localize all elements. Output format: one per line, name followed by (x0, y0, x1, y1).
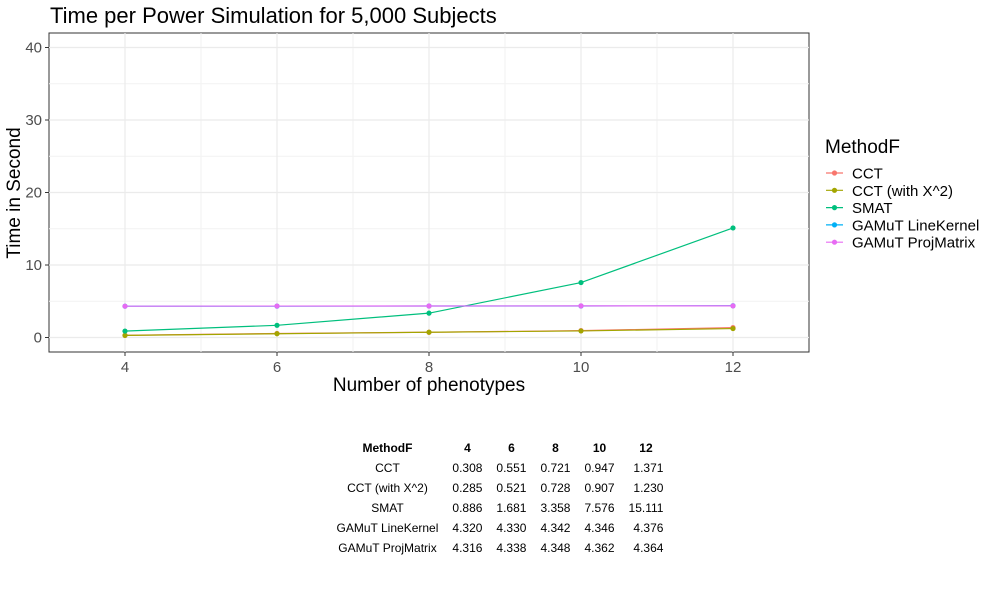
table-header-8: 8 (552, 441, 559, 455)
legend-item: GAMuT ProjMatrix (826, 235, 976, 252)
legend-key-point (831, 187, 838, 193)
table-cell: 4.330 (496, 521, 527, 535)
legend-title: MethodF (825, 137, 900, 158)
x-tick-label: 6 (273, 359, 281, 376)
data-point (274, 322, 280, 328)
table-cell: 0.947 (584, 461, 615, 475)
x-axis-ticks: 4 6 8 10 12 (121, 352, 742, 376)
table-cell: CCT (375, 461, 400, 475)
data-point (122, 332, 128, 339)
table-header-10: 10 (592, 441, 607, 455)
x-axis-title: Number of phenotypes (333, 375, 525, 396)
data-point (730, 225, 736, 231)
major-gridlines (49, 33, 809, 352)
table-cell: 0.728 (540, 481, 571, 495)
table-header-6: 6 (508, 441, 515, 455)
data-point (426, 310, 432, 316)
table-cell: 4.316 (452, 541, 483, 555)
table-cell: 1.230 (633, 481, 664, 495)
y-tick-label: 40 (25, 40, 42, 57)
table-cell: 0.907 (584, 481, 615, 495)
legend-label: SMAT (852, 200, 893, 217)
data-point (122, 303, 128, 309)
y-axis-title: Time in Second (4, 127, 25, 258)
data-point (122, 328, 128, 334)
table-cell: 1.681 (496, 501, 527, 515)
y-tick-label: 30 (25, 112, 42, 129)
table-cell: 15.111 (628, 501, 664, 515)
legend-label: GAMuT LineKernel (852, 217, 979, 234)
table-cell: 0.308 (452, 461, 483, 475)
legend-item: CCT (with X^2) (826, 183, 953, 200)
table-header-row: MethodF 4 6 8 10 12 (330, 438, 671, 458)
table-cell: 4.376 (633, 521, 664, 535)
series-1 (122, 325, 736, 339)
data-point (426, 329, 432, 335)
table-cell: 0.886 (452, 501, 483, 515)
summary-table: MethodF 4 6 8 10 12 CCT 0.308 0.551 0.72… (330, 438, 671, 558)
table-cell: 0.551 (496, 461, 527, 475)
table-cell: 4.342 (540, 521, 571, 535)
legend-label: CCT (with X^2) (852, 183, 953, 200)
legend-label: CCT (852, 166, 883, 183)
legend-label: GAMuT ProjMatrix (852, 235, 976, 252)
data-point (730, 303, 736, 309)
table-cell: 4.364 (633, 541, 664, 555)
y-tick-label: 10 (25, 257, 42, 274)
table-header-12: 12 (639, 441, 653, 455)
table-cell: 4.362 (584, 541, 615, 555)
legend-item: GAMuT LineKernel (826, 217, 979, 234)
table-cell: 4.348 (540, 541, 571, 555)
legend-item: CCT (826, 166, 883, 183)
data-point (578, 328, 584, 334)
x-tick-label: 12 (725, 359, 742, 376)
table-cell: 1.371 (633, 461, 664, 475)
table-row: GAMuT LineKernel 4.320 4.330 4.342 4.346… (330, 518, 671, 538)
table-header-4: 4 (464, 441, 471, 455)
table-row: CCT (with X^2) 0.285 0.521 0.728 0.907 1… (330, 478, 671, 498)
table-cell: 0.721 (540, 461, 571, 475)
table-row: CCT 0.308 0.551 0.721 0.947 1.371 (330, 458, 671, 478)
table-cell: 4.320 (452, 521, 483, 535)
series-layer (122, 225, 736, 339)
table-header-method: MethodF (362, 441, 413, 455)
table-cell: GAMuT LineKernel (336, 521, 439, 535)
y-axis-ticks: 0 10 20 30 40 (25, 40, 49, 347)
data-point (730, 325, 736, 332)
x-tick-label: 4 (121, 359, 129, 376)
legend-key-point (831, 222, 838, 228)
table-cell: CCT (with X^2) (347, 481, 428, 495)
x-tick-label: 8 (425, 359, 433, 376)
series-2 (122, 225, 736, 334)
table-cell: 7.576 (584, 501, 615, 515)
table-row: GAMuT ProjMatrix 4.316 4.338 4.348 4.362… (330, 538, 671, 558)
legend-key-point (831, 239, 838, 245)
table-cell: 0.285 (452, 481, 483, 495)
legend-key-point (831, 205, 838, 211)
x-tick-label: 10 (573, 359, 590, 376)
y-tick-label: 20 (25, 185, 42, 202)
summary-table-container: MethodF 4 6 8 10 12 CCT 0.308 0.551 0.72… (0, 438, 1000, 558)
table-cell: 4.346 (584, 521, 615, 535)
table-cell: 0.521 (496, 481, 527, 495)
chart-title: Time per Power Simulation for 5,000 Subj… (50, 3, 497, 28)
table-cell: GAMuT ProjMatrix (338, 541, 437, 555)
data-point (274, 303, 280, 309)
table-cell: 3.358 (540, 501, 571, 515)
line-chart: Time per Power Simulation for 5,000 Subj… (4, 3, 979, 396)
table-row: SMAT 0.886 1.681 3.358 7.576 15.111 (330, 498, 671, 518)
legend-item: SMAT (826, 200, 893, 217)
data-point (426, 303, 432, 309)
data-point (578, 279, 584, 286)
table-cell: SMAT (371, 501, 404, 515)
table-cell: 4.338 (496, 541, 527, 555)
y-tick-label: 0 (34, 330, 42, 347)
legend-key-point (831, 170, 838, 176)
data-point (578, 303, 584, 309)
data-point (274, 331, 280, 337)
series-4 (122, 303, 736, 309)
